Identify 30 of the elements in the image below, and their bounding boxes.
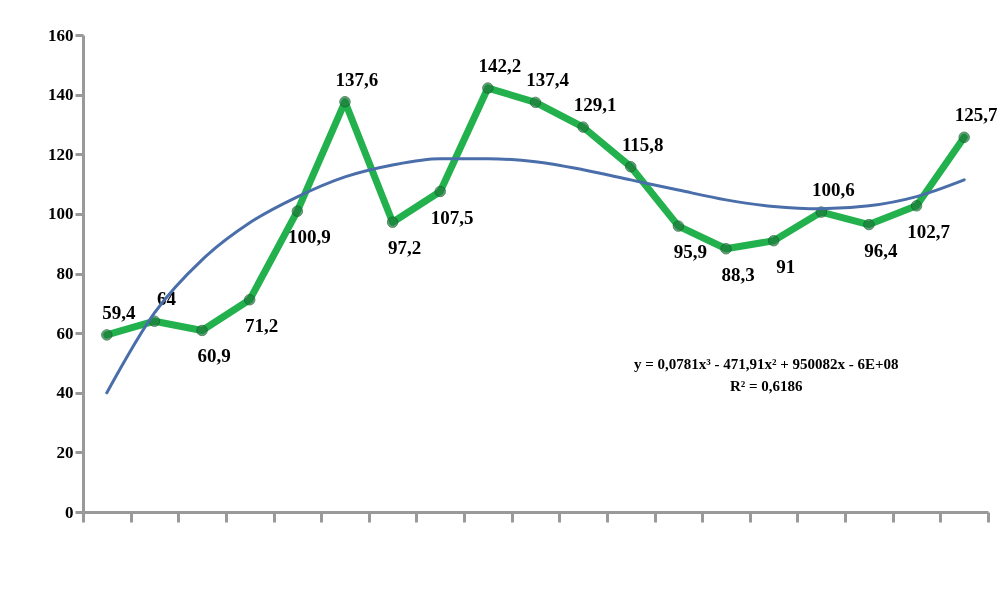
data-label: 97,2 (387, 237, 422, 259)
data-label: 129,1 (573, 94, 617, 116)
data-label: 142,2 (478, 55, 522, 77)
y-tick-label: 160 (48, 25, 74, 45)
y-tick-label: 120 (48, 144, 74, 164)
annotation: y = 0,0781x³ - 471,91x² + 950082x - 6E+08 (633, 356, 899, 373)
line-series (105, 157, 966, 395)
y-tick-label: 60 (56, 323, 74, 343)
y-tick-label: 140 (48, 85, 74, 105)
data-label: 88,3 (721, 263, 755, 285)
data-label: 102,7 (907, 220, 951, 242)
data-label: 91 (776, 255, 796, 277)
data-label: 59,4 (102, 301, 136, 323)
data-label: 100,9 (287, 226, 331, 248)
y-tick-label: 20 (56, 442, 74, 462)
data-label: 95,9 (673, 241, 708, 263)
data-label: 125,7 (954, 104, 999, 126)
y-tick-label: 40 (56, 383, 74, 403)
data-label: 115,8 (621, 133, 664, 155)
annotation: R² = 0,6186 (729, 378, 804, 395)
data-label: 60,9 (197, 345, 231, 367)
y-tick-label: 100 (48, 204, 74, 224)
data-label: 137,4 (526, 69, 570, 91)
data-label: 71,2 (245, 314, 279, 336)
y-tick-label: 80 (56, 264, 74, 283)
data-label: 107,5 (430, 206, 474, 228)
data-label: 137,6 (335, 68, 379, 90)
data-label: 96,4 (864, 239, 899, 261)
data-label: 100,6 (811, 179, 855, 201)
y-tick-label: 0 (65, 502, 74, 522)
